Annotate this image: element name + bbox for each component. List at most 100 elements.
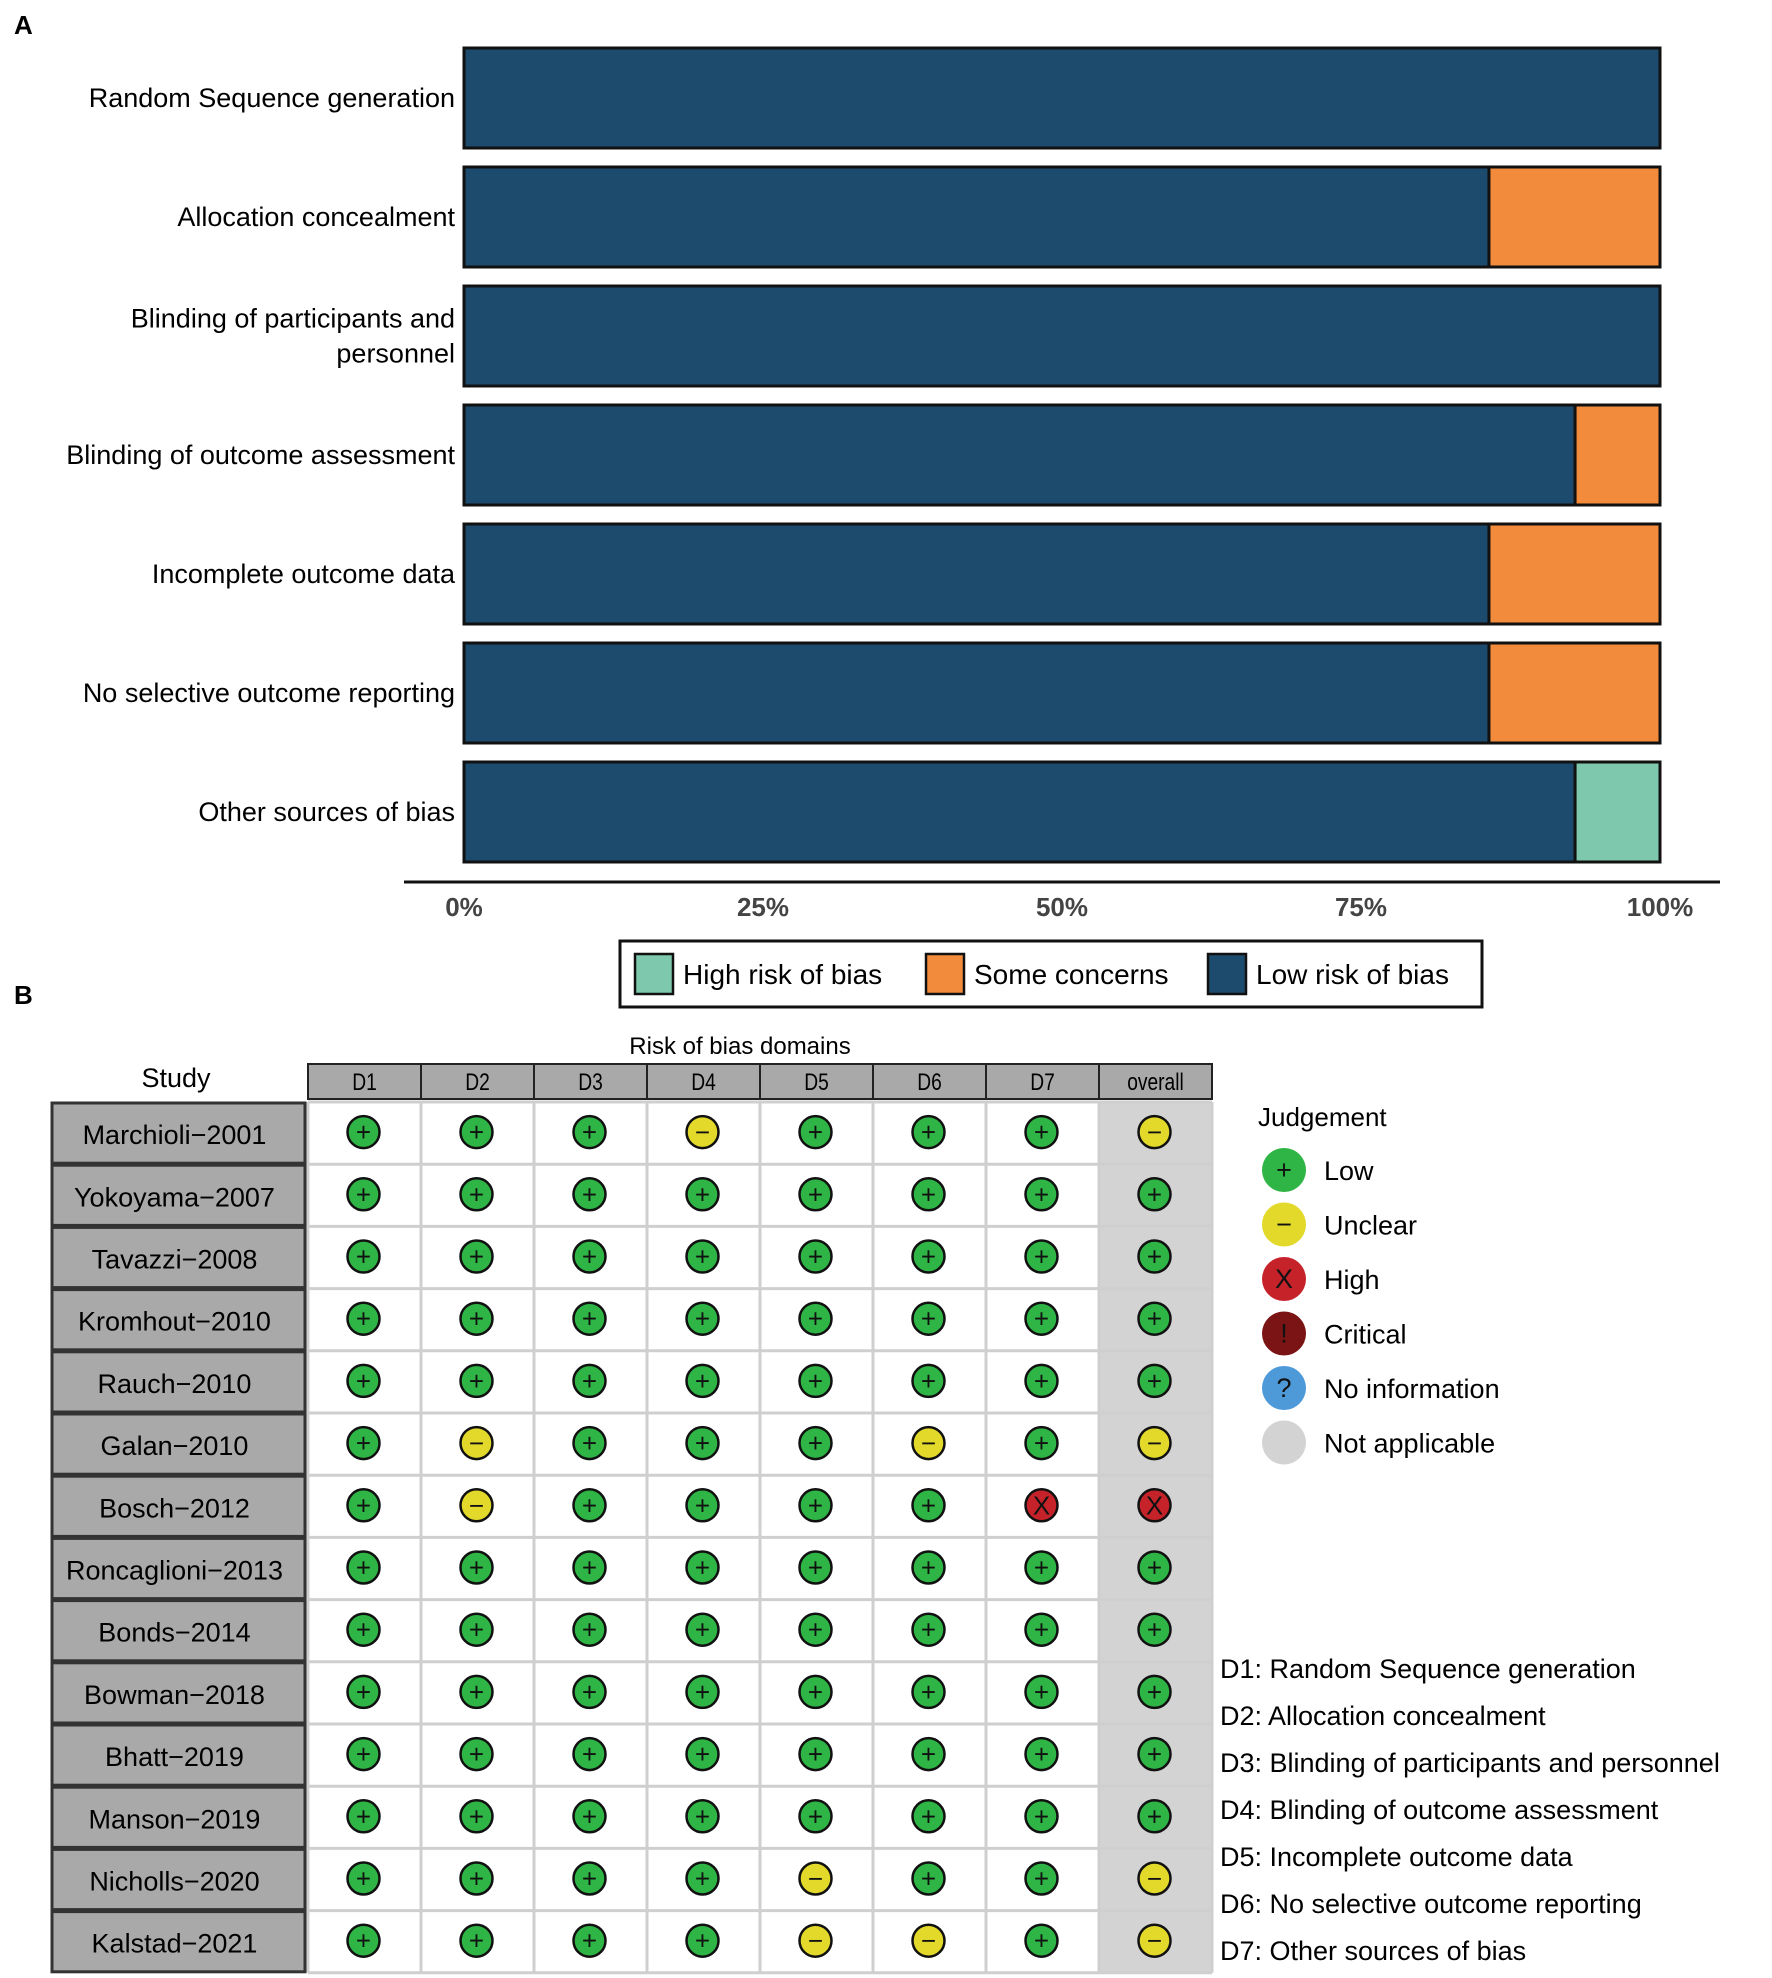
- judgement-legend-label-low: Low: [1324, 1156, 1374, 1186]
- legend-swatch-low-risk-of-bias: [1206, 952, 1248, 996]
- judgement-manson-2019-d5-symbol: +: [808, 1801, 823, 1831]
- judgement-bosch-2012-d5-circle: [798, 1488, 833, 1523]
- judgement-kromhout-2010-overall-circle: [1137, 1301, 1172, 1336]
- legend-label-some-concerns: Some concerns: [974, 959, 1169, 990]
- judgement-bhatt-2019-d1-symbol: +: [356, 1739, 371, 1769]
- judgement-bowman-2018-d1-symbol: +: [356, 1677, 371, 1707]
- domain-definition-6: D6: No selective outcome reporting: [1220, 1889, 1642, 1919]
- bar-random-sequence-generation-low-risk-of-bias: [462, 46, 1662, 150]
- judgement-rauch-2010-d1-circle: [346, 1363, 381, 1399]
- study-cell-marchioli-2001: [50, 1101, 307, 1165]
- traffic-light-plot: Risk of bias domains Study D1 D2 D3 D4 D5 D6 D7 o…: [50, 1033, 1720, 1975]
- panel-label-b: B: [14, 980, 33, 1010]
- judgement-manson-2019-d2-symbol: +: [469, 1801, 484, 1831]
- judgement-bhatt-2019-d6-symbol: +: [921, 1739, 936, 1769]
- judgement-galan-2010-d2-symbol: −: [469, 1428, 484, 1458]
- bar-no-selective-outcome-reporting-some-concerns: [1487, 641, 1662, 745]
- judgement-bhatt-2019-d3-circle: [572, 1736, 607, 1772]
- study-label-rauch-2010: Rauch−2010: [98, 1369, 252, 1399]
- judgement-bonds-2014-d6-symbol: +: [921, 1615, 936, 1645]
- domain-definition-3: D3: Blinding of participants and personn…: [1220, 1748, 1720, 1778]
- judgement-bowman-2018-d6-circle: [911, 1674, 946, 1710]
- judgement-galan-2010-d1-circle: [346, 1425, 381, 1461]
- judgement-yokoyama-2007-d2-circle: [459, 1177, 494, 1212]
- judgement-tavazzi-2008-d1-circle: [346, 1239, 381, 1274]
- judgement-bhatt-2019-d1-circle: [346, 1736, 381, 1772]
- legend-swatch-high-risk-of-bias: [633, 952, 675, 996]
- judgement-tavazzi-2008-d2-symbol: +: [469, 1242, 484, 1272]
- study-column-header: Study: [141, 1063, 211, 1093]
- judgement-rauch-2010-d5-circle: [798, 1363, 833, 1399]
- judgement-bosch-2012-d4-symbol: +: [695, 1490, 710, 1520]
- judgement-nicholls-2020-d2-symbol: +: [469, 1864, 484, 1894]
- judgement-manson-2019-overall-symbol: +: [1147, 1801, 1162, 1831]
- judgement-tavazzi-2008-d2-circle: [459, 1239, 494, 1274]
- judgement-bhatt-2019-d5-circle: [798, 1736, 833, 1772]
- judgement-yokoyama-2007-d5-symbol: +: [808, 1179, 823, 1209]
- judgement-roncaglioni-2013-d4-circle: [685, 1550, 720, 1585]
- study-label-bowman-2018: Bowman−2018: [84, 1680, 265, 1710]
- domain-definition-4: D4: Blinding of outcome assessment: [1220, 1795, 1659, 1825]
- judgement-bonds-2014-d5-symbol: +: [808, 1615, 823, 1645]
- judgement-kalstad-2021-d4-symbol: +: [695, 1926, 710, 1956]
- judgement-rauch-2010-d7-symbol: +: [1034, 1366, 1049, 1396]
- judgement-marchioli-2001-overall-symbol: −: [1147, 1117, 1162, 1147]
- domain-definition-2: D2: Allocation concealment: [1220, 1701, 1546, 1731]
- study-cell-rauch-2010: [50, 1350, 307, 1414]
- column-header-d7: D7: [1030, 1068, 1055, 1096]
- judgement-bowman-2018-d1-circle: [346, 1674, 381, 1710]
- judgement-bosch-2012-d3-symbol: +: [582, 1490, 597, 1520]
- judgement-rauch-2010-overall-circle: [1137, 1363, 1172, 1399]
- judgement-kromhout-2010-d5-circle: [798, 1301, 833, 1336]
- judgement-yokoyama-2007-d5-circle: [798, 1177, 833, 1212]
- judgement-marchioli-2001-d4-circle: [685, 1114, 720, 1150]
- judgement-bhatt-2019-d2-circle: [459, 1736, 494, 1772]
- column-header-cell-d3: [533, 1063, 648, 1100]
- judgement-tavazzi-2008-d3-circle: [572, 1239, 607, 1274]
- judgement-galan-2010-d1-symbol: +: [356, 1428, 371, 1458]
- bar-blinding-of-outcome-assessment-some-concerns: [1573, 403, 1662, 507]
- judgement-marchioli-2001-d5-symbol: +: [808, 1117, 823, 1147]
- judgement-kalstad-2021-d4-circle: [685, 1923, 720, 1958]
- judgement-bhatt-2019-d5-symbol: +: [808, 1739, 823, 1769]
- judgement-marchioli-2001-d7-circle: [1024, 1114, 1059, 1150]
- judgement-bosch-2012-d2-symbol: −: [469, 1490, 484, 1520]
- category-label-blinding-of-participants-and-personnel-line1: Blinding of participants and: [131, 304, 455, 334]
- judgement-rauch-2010-d5-symbol: +: [808, 1366, 823, 1396]
- summary-bar-chart: Random Sequence generation Allocation con…: [66, 46, 1720, 1009]
- judgement-marchioli-2001-d1-symbol: +: [356, 1117, 371, 1147]
- study-cell-manson-2019: [50, 1785, 307, 1849]
- judgement-manson-2019-d6-circle: [911, 1799, 946, 1834]
- study-label-bonds-2014: Bonds−2014: [98, 1618, 250, 1648]
- judgement-legend-symbol-low: +: [1276, 1155, 1292, 1185]
- judgement-nicholls-2020-d5-symbol: −: [808, 1864, 823, 1894]
- judgement-bowman-2018-d2-circle: [459, 1674, 494, 1710]
- judgement-galan-2010-overall-circle: [1137, 1425, 1172, 1461]
- judgement-rauch-2010-d2-circle: [459, 1363, 494, 1399]
- judgement-galan-2010-d6-circle: [911, 1425, 946, 1461]
- judgement-galan-2010-d6-symbol: −: [921, 1428, 936, 1458]
- study-label-bosch-2012: Bosch−2012: [99, 1493, 250, 1523]
- judgement-bonds-2014-overall-symbol: +: [1147, 1615, 1162, 1645]
- judgement-kalstad-2021-d2-circle: [459, 1923, 494, 1958]
- judgement-tavazzi-2008-overall-circle: [1137, 1239, 1172, 1274]
- bar-blinding-of-participants-and-personnel-low-risk-of-bias: [462, 284, 1662, 388]
- judgement-kalstad-2021-d3-circle: [572, 1923, 607, 1958]
- judgement-manson-2019-overall-circle: [1137, 1799, 1172, 1834]
- judgement-legend-symbol-high: X: [1275, 1264, 1293, 1294]
- judgement-yokoyama-2007-d2-symbol: +: [469, 1179, 484, 1209]
- judgement-manson-2019-d4-symbol: +: [695, 1801, 710, 1831]
- study-cell-bonds-2014: [50, 1599, 307, 1663]
- judgement-yokoyama-2007-overall-circle: [1137, 1177, 1172, 1212]
- bar-legend-box: [618, 939, 1484, 1009]
- judgement-bosch-2012-d7-symbol: X: [1033, 1490, 1050, 1520]
- judgement-manson-2019-d5-circle: [798, 1799, 833, 1834]
- domain-definition-7: D7: Other sources of bias: [1220, 1936, 1526, 1966]
- judgement-bowman-2018-d6-symbol: +: [921, 1677, 936, 1707]
- x-tick-label-2: 50%: [1036, 892, 1088, 922]
- judgement-marchioli-2001-d6-symbol: +: [921, 1117, 936, 1147]
- judgement-kalstad-2021-d5-symbol: −: [808, 1926, 823, 1956]
- judgement-kalstad-2021-d2-symbol: +: [469, 1926, 484, 1956]
- judgement-tavazzi-2008-overall-symbol: +: [1147, 1242, 1162, 1272]
